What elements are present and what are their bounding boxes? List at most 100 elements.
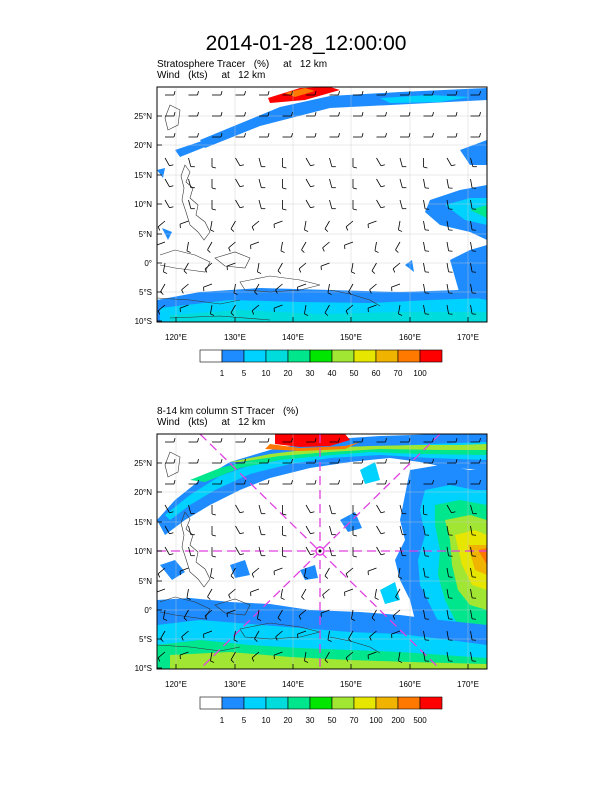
panel2-subtitle-line1: 8-14 km column ST Tracer (%) [157,406,299,417]
wind-barb-shaft [345,220,354,228]
wind-barb-shaft [163,262,166,272]
wind-barb-shaft [230,220,236,229]
wind-barb-flag [197,480,199,485]
wind-barb-shaft [470,651,473,661]
colorbar-swatch [199,696,223,710]
wind-barb-shaft [179,304,189,309]
wind-barb-flag [432,480,434,485]
wind-barb-flag [220,133,223,138]
panel1-subtitle-line1: Stratosphere Tracer (%) at 12 km [157,59,328,70]
panel2-lat-labels: 25°N 20°N 15°N 10°N 5°N 0° 5°S 10°S [134,459,152,673]
wind-barb-flag [239,511,244,514]
panel1-tracer-shading [157,87,487,322]
colorbar-swatch [287,696,311,710]
panel2-lon-label: 140°E [282,680,304,689]
wind-barb-shaft [446,504,452,513]
wind-barb-shaft [446,178,449,188]
wind-barb-flag [157,657,161,662]
panel2-lat-label: 10°S [135,664,152,673]
wind-barb-shaft [470,567,473,577]
panel1-lon-label: 130°E [224,333,246,342]
wind-barb-shaft [324,567,330,576]
wind-barb-flag [432,91,434,96]
wind-barb-flag [181,289,184,294]
wind-barb-flag [423,166,428,169]
wind-barb-shaft [254,630,260,639]
wind-barb-flag [173,459,176,464]
wind-barb-flag [304,229,309,232]
wind-barb-flag [455,480,458,485]
wind-barb-flag [301,596,305,600]
wind-barb-shaft [228,241,236,249]
wind-barb-shaft [275,283,283,291]
wind-barb-flag [352,187,357,190]
wind-barb-shaft [164,525,170,534]
wind-barb-shaft [179,220,189,225]
wind-barb-shaft [470,304,473,314]
panel2-frame [156,433,488,670]
wind-barb-shaft [251,220,260,228]
panel2-colorbar-label: 1 [220,716,225,725]
wind-barb-shaft [210,567,213,577]
panel2-subtitle-line2: Wind (kts) at 12 km [157,417,266,428]
wind-barb-shaft [470,504,474,514]
wind-barb-shaft [188,546,192,556]
wind-barb-shaft [210,304,213,314]
panel1-colorbar-label: 30 [306,369,315,378]
wind-barb-flag [361,112,364,117]
wind-barb-shaft [273,304,283,309]
wind-barb-shaft [470,178,473,188]
wind-barb-flag [455,459,458,464]
wind-barb-shaft [446,157,452,166]
colorbar-swatch [375,696,399,710]
panel2-lat-label: 25°N [134,459,152,468]
wind-barb-flag [210,660,215,663]
panel2-map: 25°N 20°N 15°N 10°N 5°N 0° 5°S 10°S 120°… [134,433,488,689]
wind-barb-flag [455,91,458,96]
wind-barb-flag [398,660,403,663]
wind-barb-flag [395,249,399,253]
panel1-colorbar-label: 50 [350,369,359,378]
wind-barb-flag [385,459,387,464]
wind-barb-shaft [392,609,401,617]
wind-barb-flag [183,617,188,621]
wind-barb-flag [380,532,385,535]
wind-barb-flag [197,112,199,117]
wind-barb-flag [348,291,352,295]
wind-barb-shaft [376,504,382,513]
wind-barb-flag [352,555,357,558]
wind-barb-shaft [374,241,377,251]
panel2-wind-barbs [157,438,481,663]
wind-barb-shaft [258,178,262,188]
wind-barb-shaft [322,241,330,249]
panel1-lat-label: 0° [144,259,152,268]
wind-barb-shaft [280,241,283,251]
panel2-colorbar-label: 500 [413,716,427,725]
wind-barb-flag [304,576,309,579]
wind-barb-shaft [446,567,449,577]
colorbar-swatch [221,696,245,710]
panel1-colorbar-labels: 1 5 10 20 30 40 50 60 70 100 [220,369,427,378]
wind-barb-flag [169,164,174,167]
wind-barb-flag [157,226,161,231]
wind-barb-flag [327,639,332,642]
wind-barb-shaft [351,262,354,272]
colorbar-swatch [397,696,421,710]
wind-barb-shaft [327,283,330,293]
wind-barb-shaft [188,199,192,209]
wind-barb-shaft [157,304,166,312]
wind-barb-flag [385,112,387,117]
wind-barb-shaft [470,525,473,535]
wind-barb-shaft [398,651,401,661]
wind-barb-flag [244,91,246,96]
wind-barb-flag [173,91,176,96]
wind-barb-flag [244,459,246,464]
colorbar-swatch [265,349,289,363]
wind-barb-shaft [277,262,283,271]
wind-barb-flag [310,532,315,535]
colorbar-swatch [419,349,443,363]
wind-barb-shaft [446,630,449,640]
wind-barb-flag [380,511,385,514]
wind-barb-flag [183,270,188,274]
